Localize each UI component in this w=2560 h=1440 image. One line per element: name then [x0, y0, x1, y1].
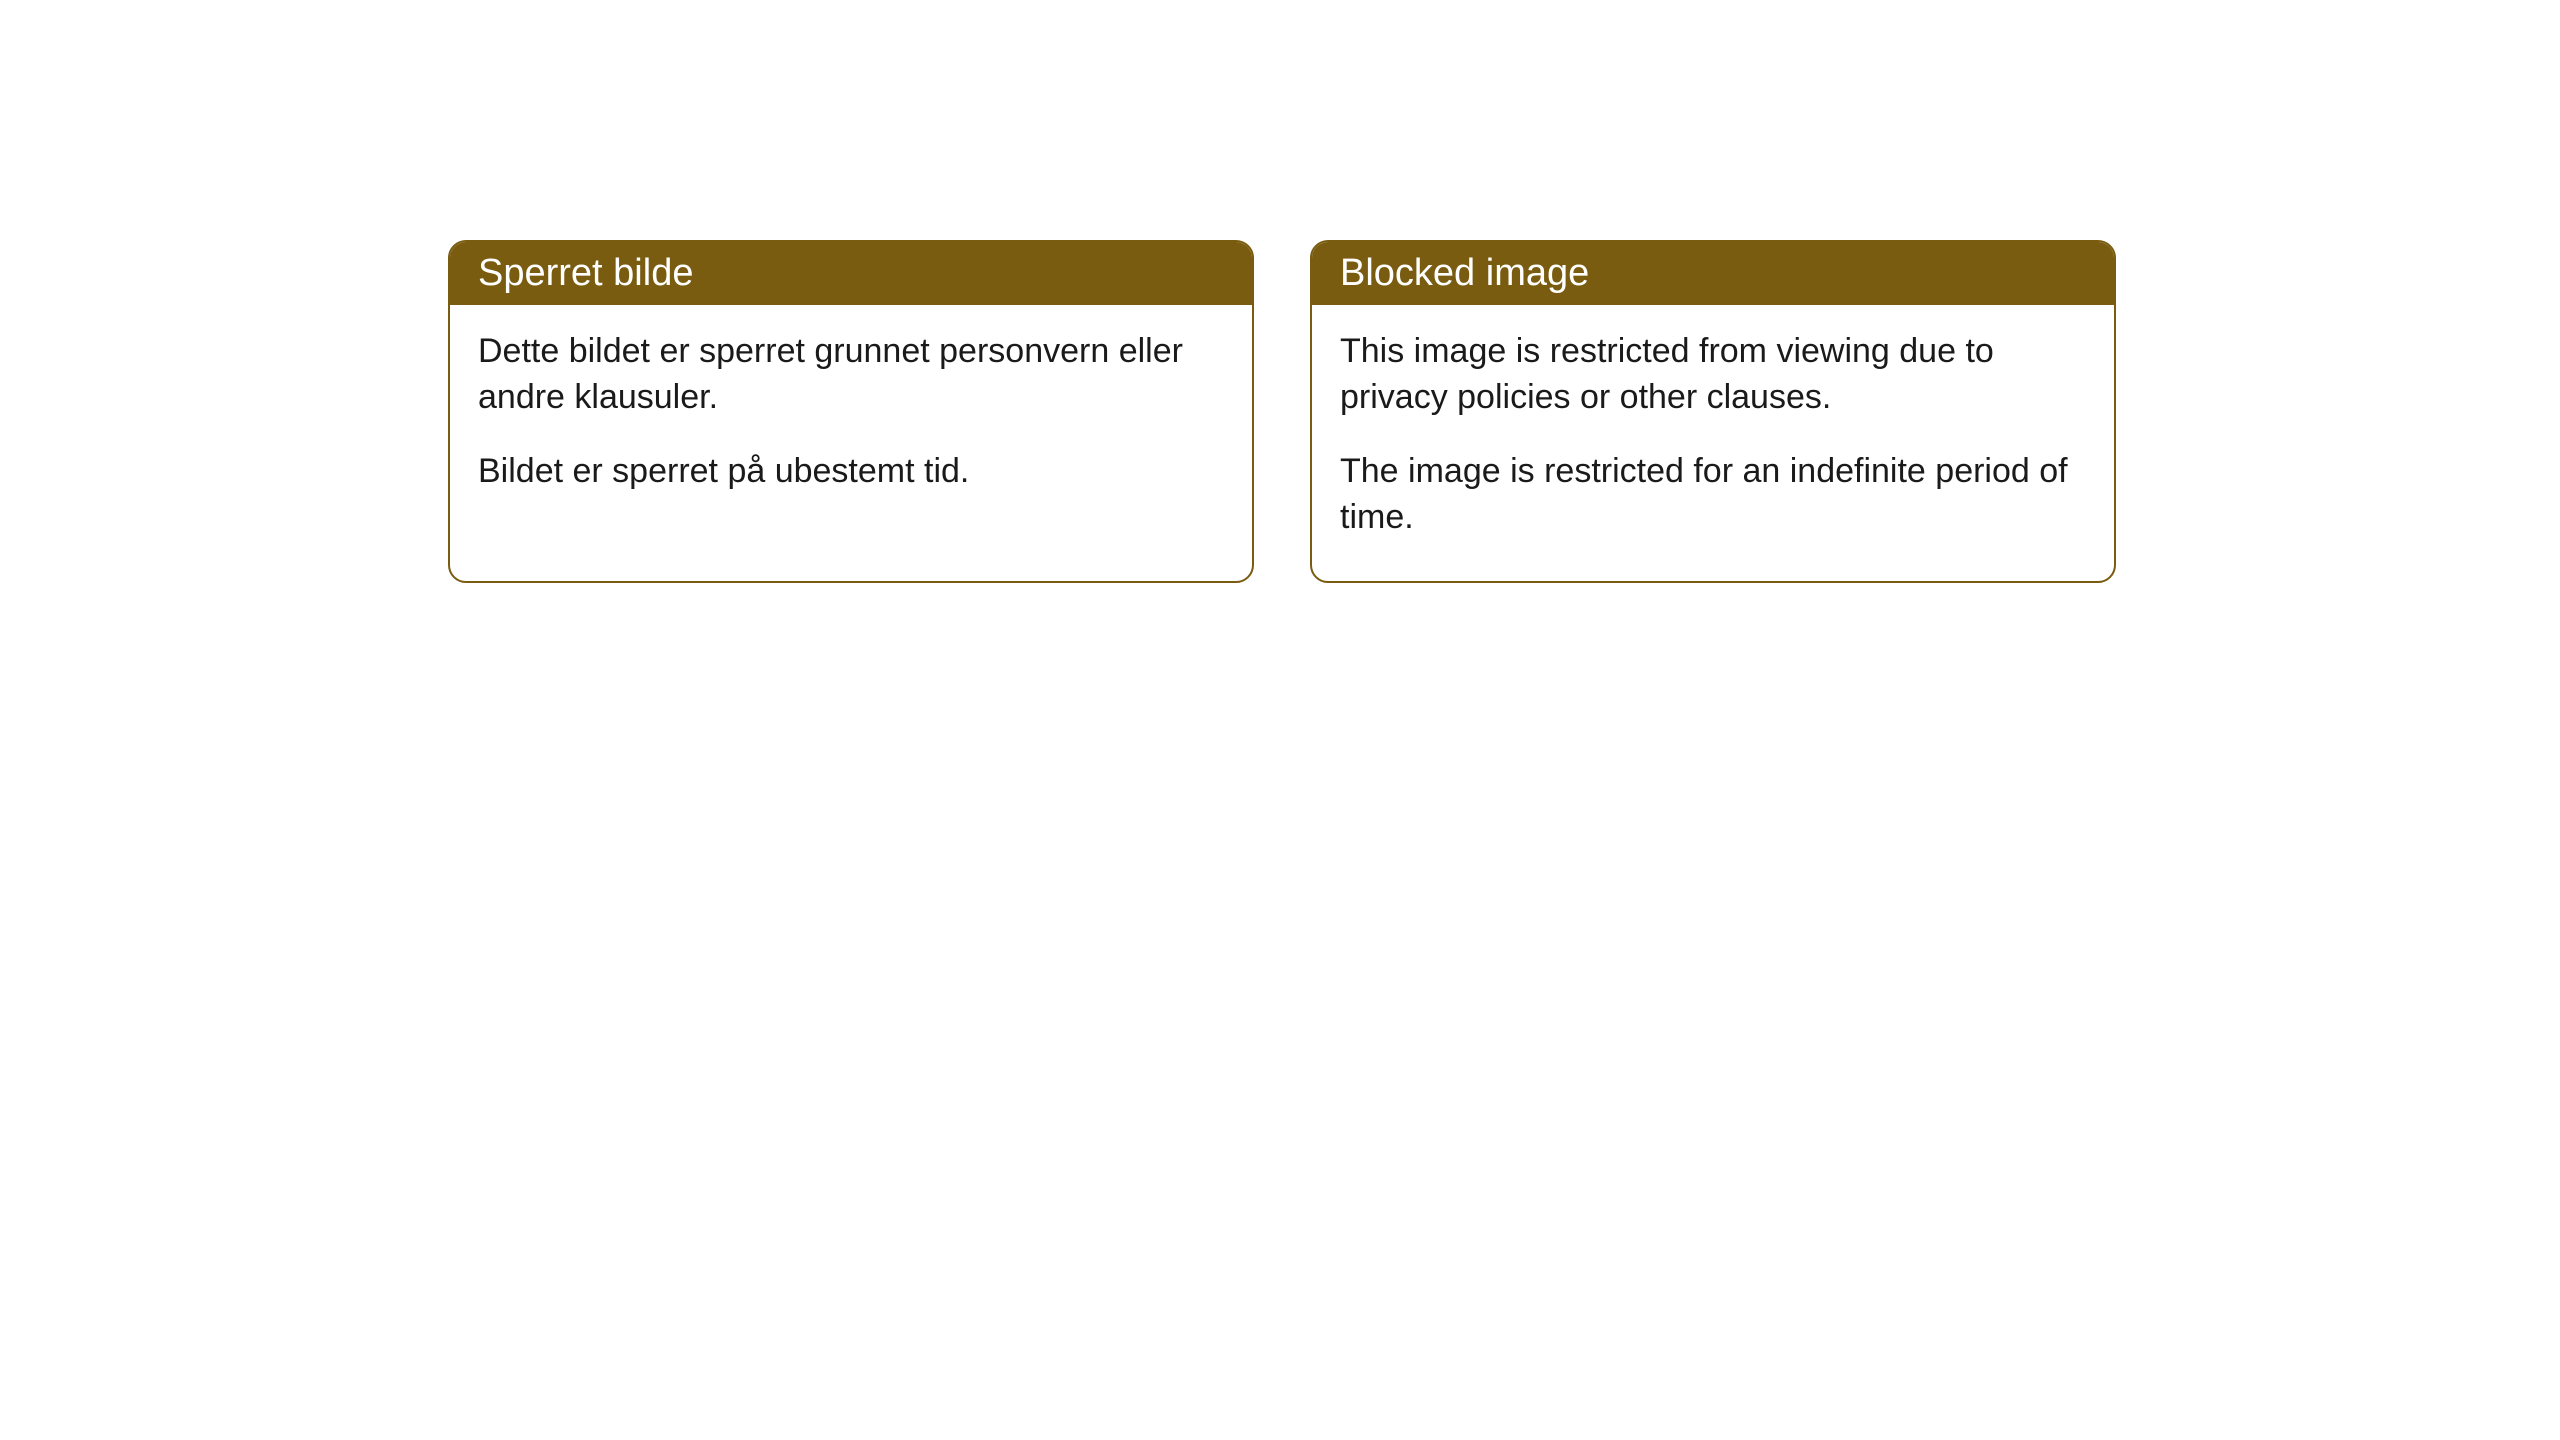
- notice-card-english: Blocked image This image is restricted f…: [1310, 240, 2116, 583]
- notice-card-norwegian: Sperret bilde Dette bildet er sperret gr…: [448, 240, 1254, 583]
- card-body: Dette bildet er sperret grunnet personve…: [450, 305, 1252, 535]
- card-paragraph: The image is restricted for an indefinit…: [1340, 449, 2086, 541]
- card-paragraph: This image is restricted from viewing du…: [1340, 329, 2086, 421]
- notice-container: Sperret bilde Dette bildet er sperret gr…: [448, 240, 2116, 583]
- card-body: This image is restricted from viewing du…: [1312, 305, 2114, 581]
- card-header: Sperret bilde: [450, 242, 1252, 305]
- card-title: Blocked image: [1340, 252, 1589, 294]
- card-paragraph: Bildet er sperret på ubestemt tid.: [478, 449, 1224, 495]
- card-header: Blocked image: [1312, 242, 2114, 305]
- card-title: Sperret bilde: [478, 252, 693, 294]
- card-paragraph: Dette bildet er sperret grunnet personve…: [478, 329, 1224, 421]
